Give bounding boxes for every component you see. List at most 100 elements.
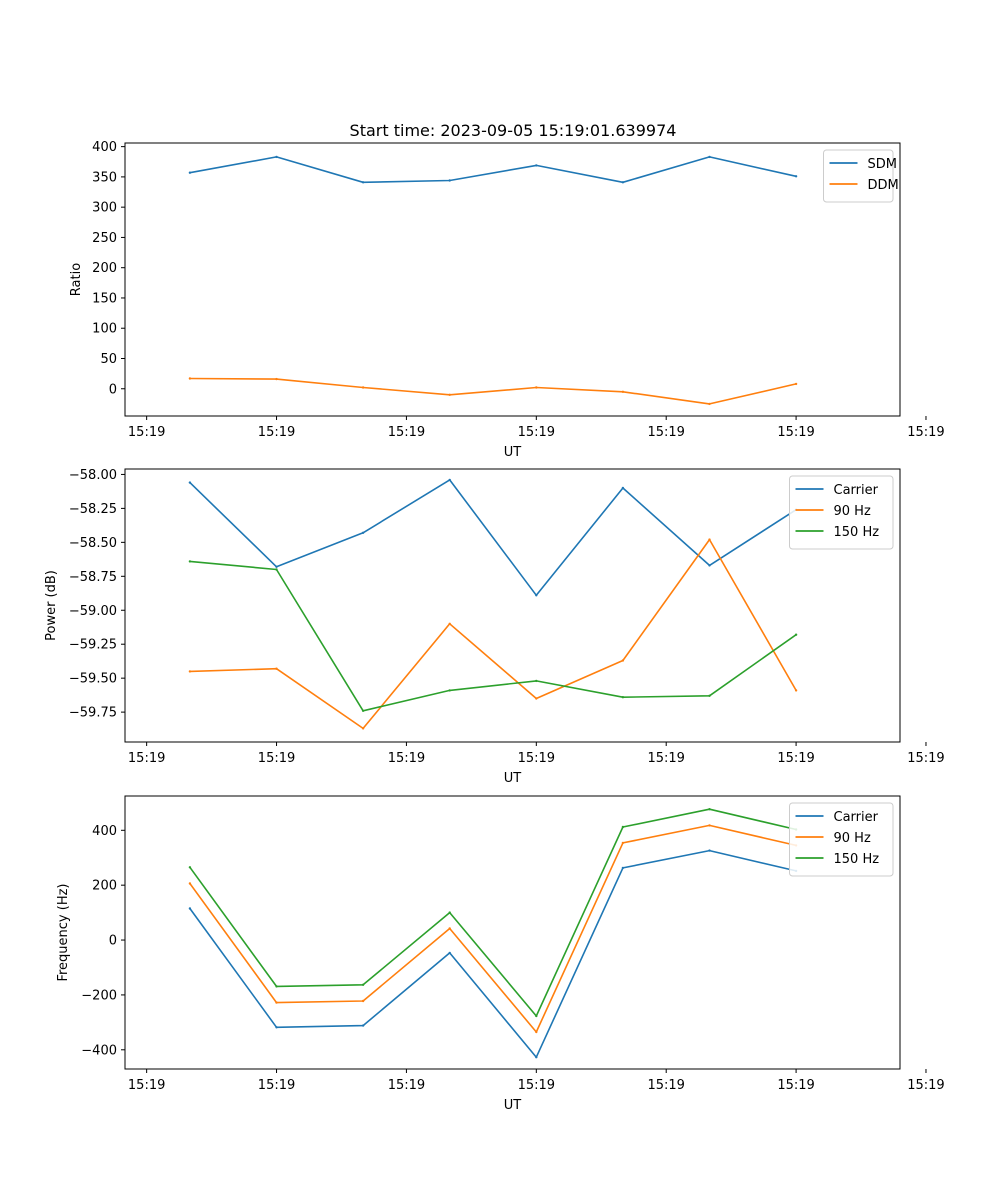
- series-150-hz: [188, 808, 798, 1018]
- x-tick-label: 15:19: [777, 425, 814, 440]
- x-tick-label: 15:19: [128, 425, 165, 440]
- data-point: [361, 386, 365, 389]
- legend-label: SDM: [868, 157, 897, 172]
- data-point: [275, 155, 278, 159]
- chart-title: Start time: 2023-09-05 15:19:01.639974: [350, 121, 677, 140]
- y-tick-label: 200: [92, 261, 117, 276]
- series-line: [189, 849, 797, 1058]
- data-point: [621, 181, 625, 184]
- data-point: [535, 1030, 538, 1034]
- subplot-3: 15:19 15:19 15:19 15:19 15:19 15:19 15:19 400 20…: [56, 795, 945, 1113]
- data-point: [708, 824, 711, 827]
- data-point: [621, 659, 625, 662]
- legend-label: Carrier: [834, 810, 879, 825]
- data-point: [448, 393, 451, 396]
- series-line: [189, 156, 797, 184]
- legend: SDM DDM: [823, 149, 899, 203]
- x-tick-label: 15:19: [907, 751, 944, 766]
- data-point: [708, 564, 711, 567]
- x-tick-label: 15:19: [128, 1078, 165, 1093]
- y-tick-label: −58.75: [69, 570, 117, 585]
- axes-frame: [124, 468, 901, 743]
- x-tick-label: 15:19: [907, 1078, 944, 1093]
- data-point: [275, 377, 278, 381]
- x-tick-label: 15:19: [518, 751, 555, 766]
- x-tick-label: 15:19: [647, 1078, 684, 1093]
- series-line: [189, 560, 797, 712]
- data-point: [188, 907, 192, 910]
- data-point: [535, 594, 538, 597]
- axes-frame: [124, 795, 901, 1070]
- y-tick-label: 0: [109, 934, 117, 949]
- data-point: [275, 568, 278, 571]
- series-line: [189, 824, 797, 1033]
- data-point: [708, 849, 711, 852]
- data-point: [448, 179, 451, 182]
- data-point: [535, 697, 538, 700]
- y-axis-label: Frequency (Hz): [56, 883, 71, 981]
- data-point: [794, 633, 798, 636]
- y-tick-label: 50: [100, 352, 117, 367]
- y-tick-label: −58.25: [69, 502, 117, 517]
- data-point: [361, 1024, 365, 1027]
- data-point: [621, 841, 625, 845]
- x-tick-label: 15:19: [907, 425, 944, 440]
- data-point: [361, 727, 365, 730]
- series-carrier: [188, 849, 798, 1059]
- data-point: [535, 164, 538, 167]
- legend: Carrier 90 Hz 150 Hz: [789, 475, 894, 550]
- x-tick-label: 15:19: [647, 425, 684, 440]
- series-150-hz: [188, 560, 798, 712]
- data-point: [188, 377, 192, 380]
- y-tick-label: 350: [92, 170, 117, 185]
- series-line: [189, 377, 797, 405]
- data-point: [275, 667, 278, 670]
- data-point: [188, 171, 192, 174]
- y-tick-label: 100: [92, 322, 117, 337]
- data-point: [361, 983, 365, 986]
- data-point: [275, 985, 278, 988]
- series-carrier: [188, 478, 798, 597]
- data-point: [275, 565, 278, 568]
- legend-label: DDM: [868, 178, 899, 193]
- x-axis-label: UT: [504, 1098, 522, 1113]
- y-tick-label: 400: [92, 140, 117, 155]
- series-line: [189, 538, 797, 730]
- y-tick-label: −59.25: [69, 638, 117, 653]
- x-tick-label: 15:19: [777, 751, 814, 766]
- data-point: [535, 386, 538, 389]
- data-point: [708, 402, 711, 406]
- x-tick-label: 15:19: [258, 425, 295, 440]
- x-tick-label: 15:19: [647, 751, 684, 766]
- data-point: [361, 181, 365, 184]
- x-tick-label: 15:19: [388, 1078, 425, 1093]
- data-point: [535, 1014, 538, 1018]
- y-tick-label: 300: [92, 201, 117, 216]
- y-tick-label: 0: [109, 382, 117, 397]
- data-point: [448, 478, 451, 482]
- series-line: [189, 479, 797, 597]
- x-tick-label: 15:19: [518, 1078, 555, 1093]
- data-point: [448, 689, 451, 692]
- x-tick-label: 15:19: [128, 751, 165, 766]
- data-point: [188, 882, 192, 885]
- legend-label: 150 Hz: [834, 525, 880, 540]
- x-tick-label: 15:19: [518, 425, 555, 440]
- y-tick-label: 150: [92, 291, 117, 306]
- data-point: [448, 622, 451, 625]
- subplot-1: 15:19 15:19 15:19 15:19 15:19 15:19 15:19 0 50 10…: [69, 140, 945, 460]
- series-line: [189, 808, 797, 1017]
- y-tick-label: 200: [92, 879, 117, 894]
- y-axis-label: Power (dB): [44, 570, 59, 641]
- data-point: [708, 538, 711, 541]
- data-point: [535, 679, 538, 683]
- y-tick-label: −58.50: [69, 536, 117, 551]
- data-point: [708, 155, 711, 159]
- data-point: [535, 1056, 538, 1059]
- y-tick-label: −400: [81, 1043, 117, 1058]
- x-tick-label: 15:19: [777, 1078, 814, 1093]
- series-90-hz: [188, 824, 798, 1034]
- data-point: [448, 927, 451, 930]
- series-sdm: [188, 155, 798, 184]
